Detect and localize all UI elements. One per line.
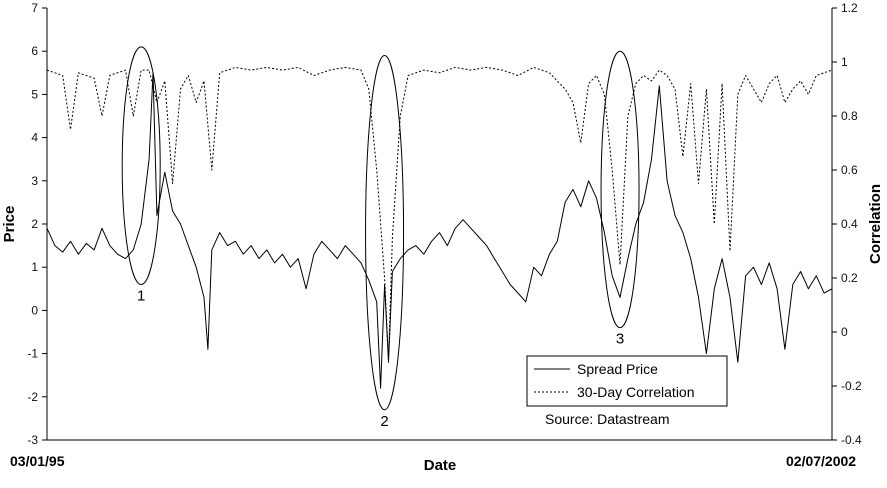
event-label-3: 3 — [616, 331, 624, 348]
left-tick-label: 3 — [31, 174, 38, 188]
right-tick-label: 1.2 — [841, 1, 858, 15]
event-label-2: 2 — [380, 413, 388, 430]
left-axis: 7 6 5 4 3 2 1 0 -1 -2 -3 — [27, 1, 48, 447]
legend-box — [526, 355, 728, 407]
right-axis-ticks: 1.2 1 0.8 0.6 0.4 0.2 0 -0.2 -0.4 — [832, 1, 862, 447]
right-axis: 1.2 1 0.8 0.6 0.4 0.2 0 -0.2 -0.4 — [831, 1, 862, 447]
x-end-date-label: 02/07/2002 — [786, 453, 856, 469]
left-axis-ticks: 7 6 5 4 3 2 1 0 -1 -2 -3 — [27, 1, 47, 447]
right-tick-label: -0.4 — [841, 433, 862, 447]
legend-label-spread-price: Spread Price — [577, 361, 658, 377]
event-ellipse-2 — [365, 55, 405, 411]
legend-label-correlation: 30-Day Correlation — [577, 384, 695, 400]
right-tick-label: -0.2 — [841, 379, 862, 393]
y-axis-title-left: Price — [1, 206, 18, 243]
left-tick-label: 2 — [31, 217, 38, 231]
left-tick-label: -2 — [27, 390, 38, 404]
series-line-30-day-correlation — [46, 66, 833, 360]
x-axis-title: Date — [424, 457, 457, 474]
left-tick-label: 1 — [31, 260, 38, 274]
left-tick-label: 0 — [31, 303, 38, 317]
legend: Spread Price 30-Day Correlation — [526, 355, 728, 407]
y-axis-title-right: Correlation — [867, 184, 884, 264]
x-start-date-label: 03/01/95 — [10, 453, 65, 469]
left-tick-label: 5 — [31, 87, 38, 101]
event-label-1: 1 — [137, 287, 145, 304]
series-line-spread-price — [46, 72, 833, 389]
event-ellipse-1 — [121, 46, 161, 285]
right-tick-label: 0 — [841, 325, 848, 339]
event-ellipse-3 — [600, 50, 640, 329]
right-tick-label: 0.6 — [841, 163, 858, 177]
right-tick-label: 0.2 — [841, 271, 858, 285]
series-layer — [46, 66, 833, 389]
left-tick-label: 7 — [31, 1, 38, 15]
source-note: Source: Datastream — [545, 411, 670, 427]
left-tick-label: 4 — [31, 131, 38, 145]
right-tick-label: 0.8 — [841, 109, 858, 123]
right-tick-label: 0.4 — [841, 217, 858, 231]
left-tick-label: -3 — [27, 433, 38, 447]
left-tick-label: 6 — [31, 44, 38, 58]
left-tick-label: -1 — [27, 347, 38, 361]
right-tick-label: 1 — [841, 55, 848, 69]
annotation-layer: 1 2 3 — [121, 46, 640, 430]
